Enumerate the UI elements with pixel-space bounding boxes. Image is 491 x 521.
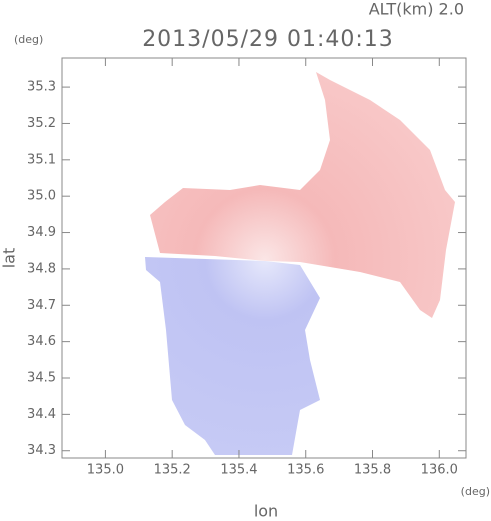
y-tick-label: 34.6 (27, 334, 56, 349)
x-unit: (deg) (461, 485, 490, 498)
x-tick-label: 135.8 (354, 463, 391, 478)
x-axis-label: lon (254, 502, 278, 521)
annotation: ALT(km) 2.0 (369, 0, 464, 19)
y-tick-label: 35.1 (27, 152, 56, 167)
plot-frame (61, 57, 467, 459)
y-tick-label: 35.2 (27, 116, 56, 131)
x-tick-label: 135.0 (87, 463, 124, 478)
y-unit: (deg) (14, 33, 43, 46)
positive-region (150, 72, 455, 318)
y-tick-label: 35.3 (27, 80, 56, 95)
x-tick-label: 135.6 (287, 463, 324, 478)
y-tick-label: 34.3 (27, 443, 56, 458)
x-tick-label: 136.0 (421, 463, 458, 478)
y-tick-label: 34.8 (27, 261, 56, 276)
y-tick-label: 34.5 (27, 371, 56, 386)
x-tick-label: 135.2 (154, 463, 191, 478)
y-tick-label: 35.0 (27, 189, 56, 204)
x-tick-label: 135.4 (220, 463, 257, 478)
negative-region (145, 257, 320, 455)
y-tick-label: 34.7 (27, 298, 56, 313)
velocity-field (145, 72, 455, 455)
y-axis-label: lat (0, 248, 19, 269)
y-tick-label: 34.9 (27, 225, 56, 240)
y-tick-label: 34.4 (27, 407, 56, 422)
chart-title: 2013/05/29 01:40:13 (142, 27, 394, 52)
